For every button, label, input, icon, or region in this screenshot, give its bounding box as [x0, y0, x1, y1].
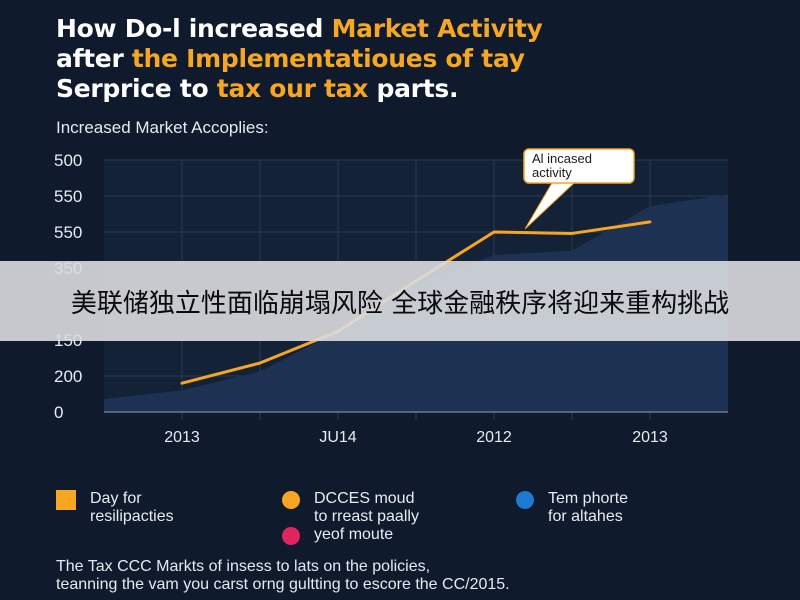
y-tick-label: 0 — [54, 403, 63, 422]
legend-label: Tem phorte for altahes — [548, 490, 628, 526]
x-tick-label: JU14 — [319, 429, 356, 446]
x-tick-label: 2013 — [164, 429, 200, 446]
legend-swatch — [56, 490, 76, 510]
title-line1-orange: Market Activity — [331, 14, 543, 43]
title-line3-orange: tax our tax — [216, 74, 369, 103]
legend-label-line1: DCCES moud — [314, 490, 415, 507]
legend-item: yeof moute — [282, 526, 393, 545]
y-tick-label: 550 — [54, 187, 82, 206]
legend-label: DCCES moud to rreast paally — [314, 490, 419, 526]
chart-title: How Do-l increased Market Activity after… — [56, 14, 756, 104]
legend-label-line2: resilipacties — [90, 508, 174, 525]
legend-swatch — [516, 491, 534, 509]
legend-label-line2: to rreast paally — [314, 508, 419, 525]
x-tick-label: 2012 — [476, 429, 512, 446]
annotation-line2: activity — [532, 165, 572, 180]
legend-label: yeof moute — [314, 526, 393, 544]
legend-item: Day for resilipacties — [56, 490, 174, 526]
legend-label-line2: for altahes — [548, 508, 623, 525]
footnote-line1: The Tax CCC Markts of insess to lats on … — [56, 558, 431, 575]
overlay-banner: 美联储独立性面临崩塌风险 全球金融秩序将迎来重构挑战 — [0, 261, 800, 341]
chart-footnote: The Tax CCC Markts of insess to lats on … — [56, 558, 776, 594]
y-tick-label: 500 — [54, 151, 82, 170]
title-line3-white: Serprice to — [56, 74, 217, 103]
legend-label: Day for resilipacties — [90, 490, 174, 526]
y-tick-label: 200 — [54, 367, 82, 386]
legend-label-line1: Day for — [90, 490, 142, 507]
chart-subtitle: Increased Market Accoplies: — [56, 118, 269, 137]
legend-swatch — [282, 527, 300, 545]
title-line3-end: parts. — [368, 74, 459, 103]
legend-item: Tem phorte for altahes — [516, 490, 628, 526]
legend-label-line1: Tem phorte — [548, 490, 629, 507]
annotation-box — [523, 148, 635, 184]
footnote-line2: teanning the vam you carst orng gultting… — [56, 576, 510, 593]
banner-text: 美联储独立性面临崩塌风险 全球金融秩序将迎来重构挑战 — [70, 288, 730, 319]
y-tick-label: 550 — [54, 223, 82, 242]
title-line2-white: after — [56, 44, 132, 73]
title-line2-orange: the Implementatioues of tay — [131, 44, 525, 73]
legend-item: DCCES moud to rreast paally — [282, 490, 419, 526]
annotation-line1: Al incased — [532, 151, 592, 166]
title-line1-white: How Do-l increased — [56, 14, 332, 43]
legend-label-line1: yeof moute — [314, 526, 394, 543]
legend-swatch — [282, 491, 300, 509]
x-tick-label: 2013 — [632, 429, 668, 446]
